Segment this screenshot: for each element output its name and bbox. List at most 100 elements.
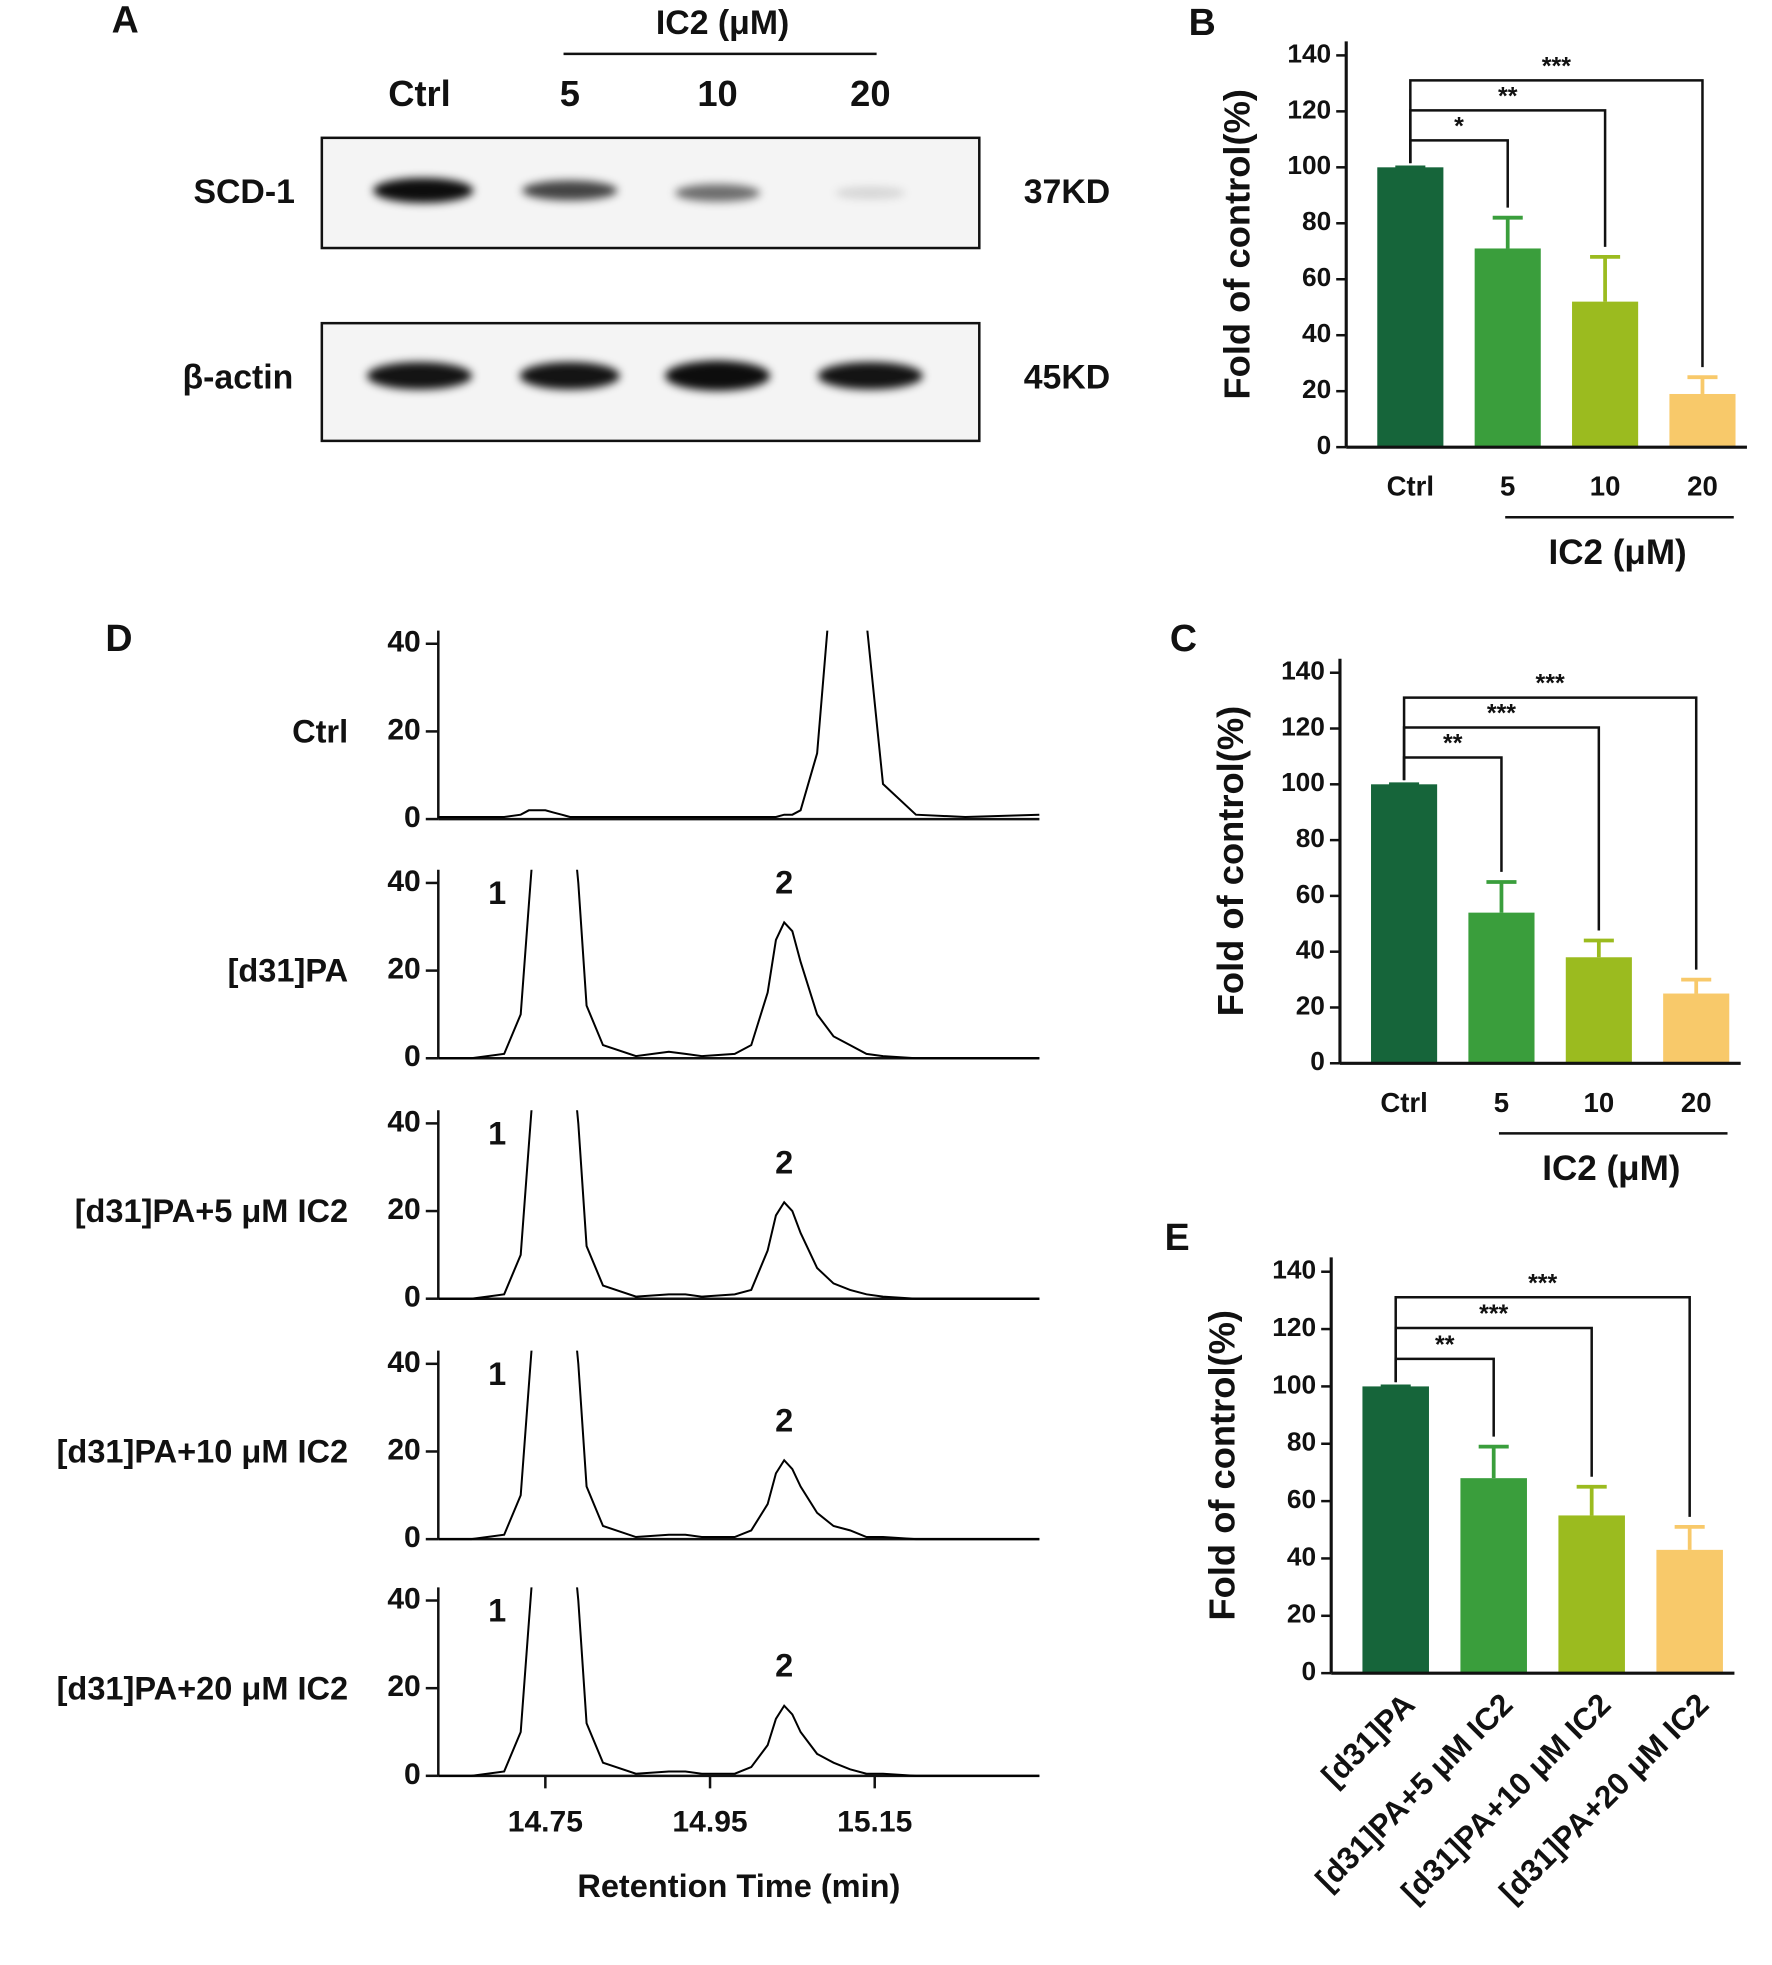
y-tick-label: 80 [1296,823,1325,853]
y-tick-label: 20 [1296,990,1325,1020]
band [835,186,906,200]
y-tick-label: 40 [1302,318,1331,348]
bar [1565,957,1632,1064]
trace [438,1350,1040,1541]
trace [438,1587,1040,1777]
significance-label: * [1454,112,1464,140]
peak-label: 1 [488,875,506,911]
trace-label: [d31]PA+10 μM IC2 [57,1434,349,1470]
lane-label: Ctrl [388,73,451,114]
bar [1377,167,1444,448]
y-tick-label: 40 [387,865,420,898]
bar [1663,993,1730,1064]
row-label: SCD-1 [193,173,294,211]
y-tick-label: 0 [404,1521,421,1554]
y-tick-label: 0 [404,801,421,834]
trace-label: [d31]PA [228,953,349,989]
y-tick-label: 120 [1287,94,1331,124]
group-label: IC2 (μM) [1548,533,1686,572]
significance-bracket [1394,1296,1691,1517]
y-tick-label: 0 [1310,1046,1325,1076]
x-tick-label: 5 [1494,1087,1509,1118]
lane-label: 5 [560,73,580,114]
significance-bracket [1409,79,1704,368]
bar [1468,912,1535,1064]
bar [1474,248,1541,448]
peak-label: 1 [488,1356,506,1392]
significance-label: *** [1528,1269,1557,1297]
trace-label: [d31]PA+5 μM IC2 [75,1193,348,1229]
y-tick-label: 60 [1287,1484,1316,1514]
significance-label: *** [1487,700,1516,728]
peak-label: 2 [775,1648,793,1684]
y-tick-label: 80 [1287,1427,1316,1457]
peak-label: 2 [775,864,793,900]
bar [1656,1549,1723,1674]
trace-label: [d31]PA+20 μM IC2 [57,1670,349,1706]
y-tick-label: 20 [387,713,420,746]
trace [438,630,1040,818]
bands [366,177,923,391]
y-tick-label: 60 [1302,262,1331,292]
panel-label: E [1165,1216,1190,1258]
x-tick-label: 20 [1687,471,1718,502]
y-tick-label: 40 [387,1346,420,1379]
panel-label: A [112,0,139,41]
x-tick-label: 10 [1584,1087,1615,1118]
x-tick-label: 14.75 [508,1805,583,1838]
blot-panel: A IC2 (μM) Ctrl 5 10 20 SCD-1 β-actin 37… [112,0,1110,443]
panel-label: B [1189,1,1216,43]
band [522,180,618,201]
y-tick-label: 100 [1287,150,1331,180]
y-tick-label: 80 [1302,206,1331,236]
trace [438,869,1040,1060]
bar [1669,393,1736,448]
y-tick-label: 20 [387,1433,420,1466]
x-tick-label: 10 [1590,471,1621,502]
x-tick-label: 14.95 [672,1805,747,1838]
size-label: 45KD [1024,358,1110,396]
group-label: IC2 (μM) [656,4,789,42]
significance-label: ** [1443,730,1463,758]
band [366,361,473,390]
significance-label: *** [1542,52,1571,80]
y-axis-label: Fold of control(%) [1216,89,1257,399]
y-tick-label: 140 [1272,1255,1316,1285]
band [373,177,474,203]
band [664,360,771,391]
bar [1460,1478,1527,1674]
y-tick-label: 40 [387,626,420,659]
y-tick-label: 20 [1287,1599,1316,1629]
panel-label: D [105,617,132,659]
bar [1371,784,1438,1064]
lane-label: 10 [697,73,737,114]
peak-label: 1 [488,1593,506,1629]
lane-label: 20 [850,73,890,114]
y-tick-label: 120 [1272,1312,1316,1342]
y-tick-label: 0 [1317,430,1332,460]
y-tick-label: 100 [1272,1369,1316,1399]
significance-bracket [1402,696,1698,970]
trace-label: Ctrl [292,714,348,750]
band [674,184,761,202]
group-label: IC2 (μM) [1542,1149,1680,1188]
row-label: β-actin [183,358,294,396]
y-tick-label: 60 [1296,879,1325,909]
y-tick-label: 20 [387,1670,420,1703]
bar [1362,1386,1429,1674]
y-tick-label: 140 [1287,38,1331,68]
trace [438,1110,1040,1300]
size-label: 37KD [1024,173,1110,211]
y-tick-label: 40 [387,1582,420,1615]
x-tick-label: 15.15 [837,1805,912,1838]
bar [1558,1515,1625,1674]
y-tick-label: 0 [404,1040,421,1073]
y-tick-label: 20 [387,1193,420,1226]
band [817,361,923,390]
y-tick-label: 0 [404,1758,421,1791]
y-tick-label: 40 [1287,1541,1316,1571]
y-tick-label: 20 [1302,374,1331,404]
x-tick-label: Ctrl [1380,1087,1427,1118]
